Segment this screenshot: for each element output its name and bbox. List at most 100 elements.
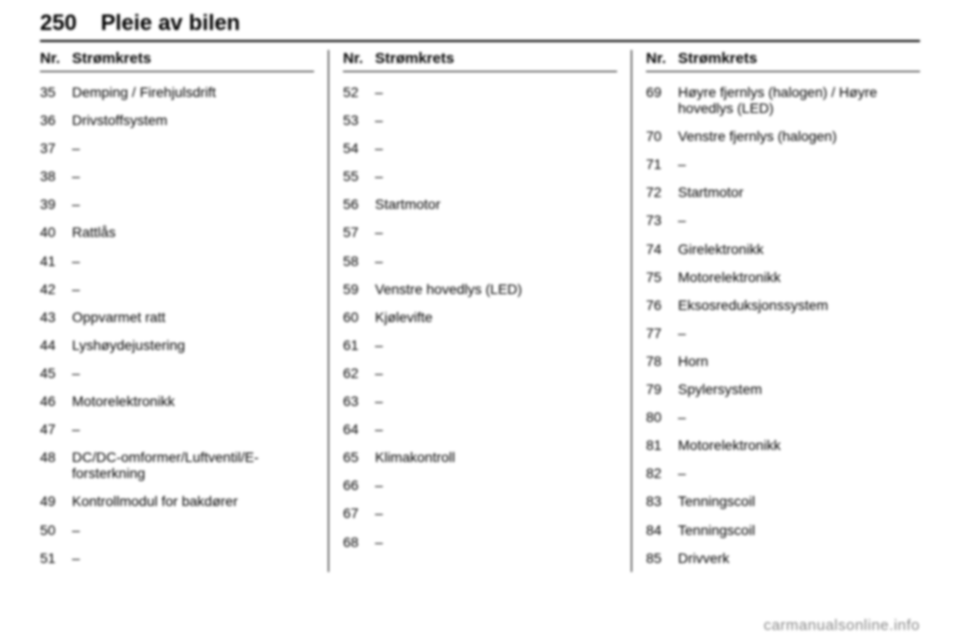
column-1: Nr. Strømkrets 35Demping / Firehjulsdrif… — [40, 50, 328, 572]
table-row: 35Demping / Firehjulsdrift — [40, 78, 314, 106]
table-row: 54– — [343, 134, 617, 162]
table-row: 68– — [343, 528, 617, 556]
row-desc: – — [72, 281, 314, 297]
row-desc: Klimakontroll — [375, 449, 617, 465]
table-row: 47– — [40, 415, 314, 443]
table-row: 77– — [646, 319, 920, 347]
row-desc: Kontrollmodul for bakdører — [72, 493, 314, 509]
table-row: 65Klimakontroll — [343, 443, 617, 471]
row-desc: – — [375, 253, 617, 269]
table-row: 85Drivverk — [646, 544, 920, 572]
row-desc: – — [375, 224, 617, 240]
row-desc: Lyshøydejustering — [72, 337, 314, 353]
table-row: 52– — [343, 78, 617, 106]
row-desc: Drivstoffsystem — [72, 112, 314, 128]
column-header: Nr. Strømkrets — [646, 50, 920, 72]
row-desc: Venstre hovedlys (LED) — [375, 281, 617, 297]
rows-3: 69Høyre fjernlys (halogen) / Høyre hoved… — [646, 78, 920, 572]
column-header: Nr. Strømkrets — [40, 50, 314, 72]
row-nr: 49 — [40, 493, 72, 509]
row-nr: 35 — [40, 84, 72, 100]
table-row: 57– — [343, 218, 617, 246]
row-nr: 70 — [646, 128, 678, 144]
row-desc: – — [375, 477, 617, 493]
row-desc: Tenningscoil — [678, 493, 920, 509]
row-desc: – — [72, 365, 314, 381]
table-row: 42– — [40, 275, 314, 303]
row-nr: 37 — [40, 140, 72, 156]
rows-2: 52–53–54–55–56Startmotor57–58–59Venstre … — [343, 78, 617, 556]
header-desc: Strømkrets — [72, 50, 151, 67]
row-nr: 59 — [343, 281, 375, 297]
table-row: 48DC/DC-omformer/Luftventil/E-forsterkni… — [40, 443, 314, 487]
row-desc: – — [375, 421, 617, 437]
row-nr: 57 — [343, 224, 375, 240]
row-desc: Spylersystem — [678, 381, 920, 397]
row-desc: DC/DC-omformer/Luftventil/E-forsterkning — [72, 449, 314, 481]
row-desc: – — [72, 168, 314, 184]
row-nr: 38 — [40, 168, 72, 184]
row-nr: 47 — [40, 421, 72, 437]
table-row: 72Startmotor — [646, 178, 920, 206]
row-nr: 84 — [646, 522, 678, 538]
row-desc: – — [72, 550, 314, 566]
columns-container: Nr. Strømkrets 35Demping / Firehjulsdrif… — [40, 50, 920, 572]
row-nr: 36 — [40, 112, 72, 128]
row-nr: 69 — [646, 84, 678, 116]
column-3: Nr. Strømkrets 69Høyre fjernlys (halogen… — [631, 50, 920, 572]
row-desc: Eksosreduksjonssystem — [678, 297, 920, 313]
row-nr: 81 — [646, 437, 678, 453]
table-row: 61– — [343, 331, 617, 359]
footer-watermark: carmanualsonline.info — [764, 617, 920, 634]
page: 250 Pleie av bilen Nr. Strømkrets 35Demp… — [0, 0, 960, 592]
table-row: 37– — [40, 134, 314, 162]
row-nr: 50 — [40, 522, 72, 538]
row-desc: – — [72, 522, 314, 538]
table-row: 51– — [40, 544, 314, 572]
row-nr: 63 — [343, 393, 375, 409]
table-row: 64– — [343, 415, 617, 443]
row-nr: 68 — [343, 534, 375, 550]
row-nr: 75 — [646, 269, 678, 285]
table-row: 49Kontrollmodul for bakdører — [40, 487, 314, 515]
row-desc: Girelektronikk — [678, 241, 920, 257]
table-row: 36Drivstoffsystem — [40, 106, 314, 134]
row-desc: Motorelektronikk — [678, 269, 920, 285]
table-row: 41– — [40, 247, 314, 275]
row-nr: 54 — [343, 140, 375, 156]
table-row: 84Tenningscoil — [646, 516, 920, 544]
row-desc: Tenningscoil — [678, 522, 920, 538]
table-row: 39– — [40, 190, 314, 218]
row-nr: 58 — [343, 253, 375, 269]
row-nr: 42 — [40, 281, 72, 297]
table-row: 63– — [343, 387, 617, 415]
table-row: 62– — [343, 359, 617, 387]
row-desc: – — [678, 212, 920, 228]
row-nr: 67 — [343, 505, 375, 521]
row-desc: Oppvarmet ratt — [72, 309, 314, 325]
row-nr: 82 — [646, 465, 678, 481]
row-desc: – — [375, 365, 617, 381]
row-nr: 60 — [343, 309, 375, 325]
table-row: 69Høyre fjernlys (halogen) / Høyre hoved… — [646, 78, 920, 122]
row-desc: Rattlås — [72, 224, 314, 240]
row-nr: 39 — [40, 196, 72, 212]
row-desc: Venstre fjernlys (halogen) — [678, 128, 920, 144]
table-row: 70Venstre fjernlys (halogen) — [646, 122, 920, 150]
row-nr: 61 — [343, 337, 375, 353]
rows-1: 35Demping / Firehjulsdrift36Drivstoffsys… — [40, 78, 314, 572]
row-nr: 74 — [646, 241, 678, 257]
row-desc: – — [72, 421, 314, 437]
table-row: 58– — [343, 247, 617, 275]
row-nr: 52 — [343, 84, 375, 100]
row-nr: 44 — [40, 337, 72, 353]
row-desc: Motorelektronikk — [678, 437, 920, 453]
table-row: 59Venstre hovedlys (LED) — [343, 275, 617, 303]
table-row: 53– — [343, 106, 617, 134]
table-row: 71– — [646, 150, 920, 178]
row-desc: Horn — [678, 353, 920, 369]
table-row: 56Startmotor — [343, 190, 617, 218]
table-row: 40Rattlås — [40, 218, 314, 246]
row-desc: – — [72, 140, 314, 156]
row-desc: – — [375, 112, 617, 128]
